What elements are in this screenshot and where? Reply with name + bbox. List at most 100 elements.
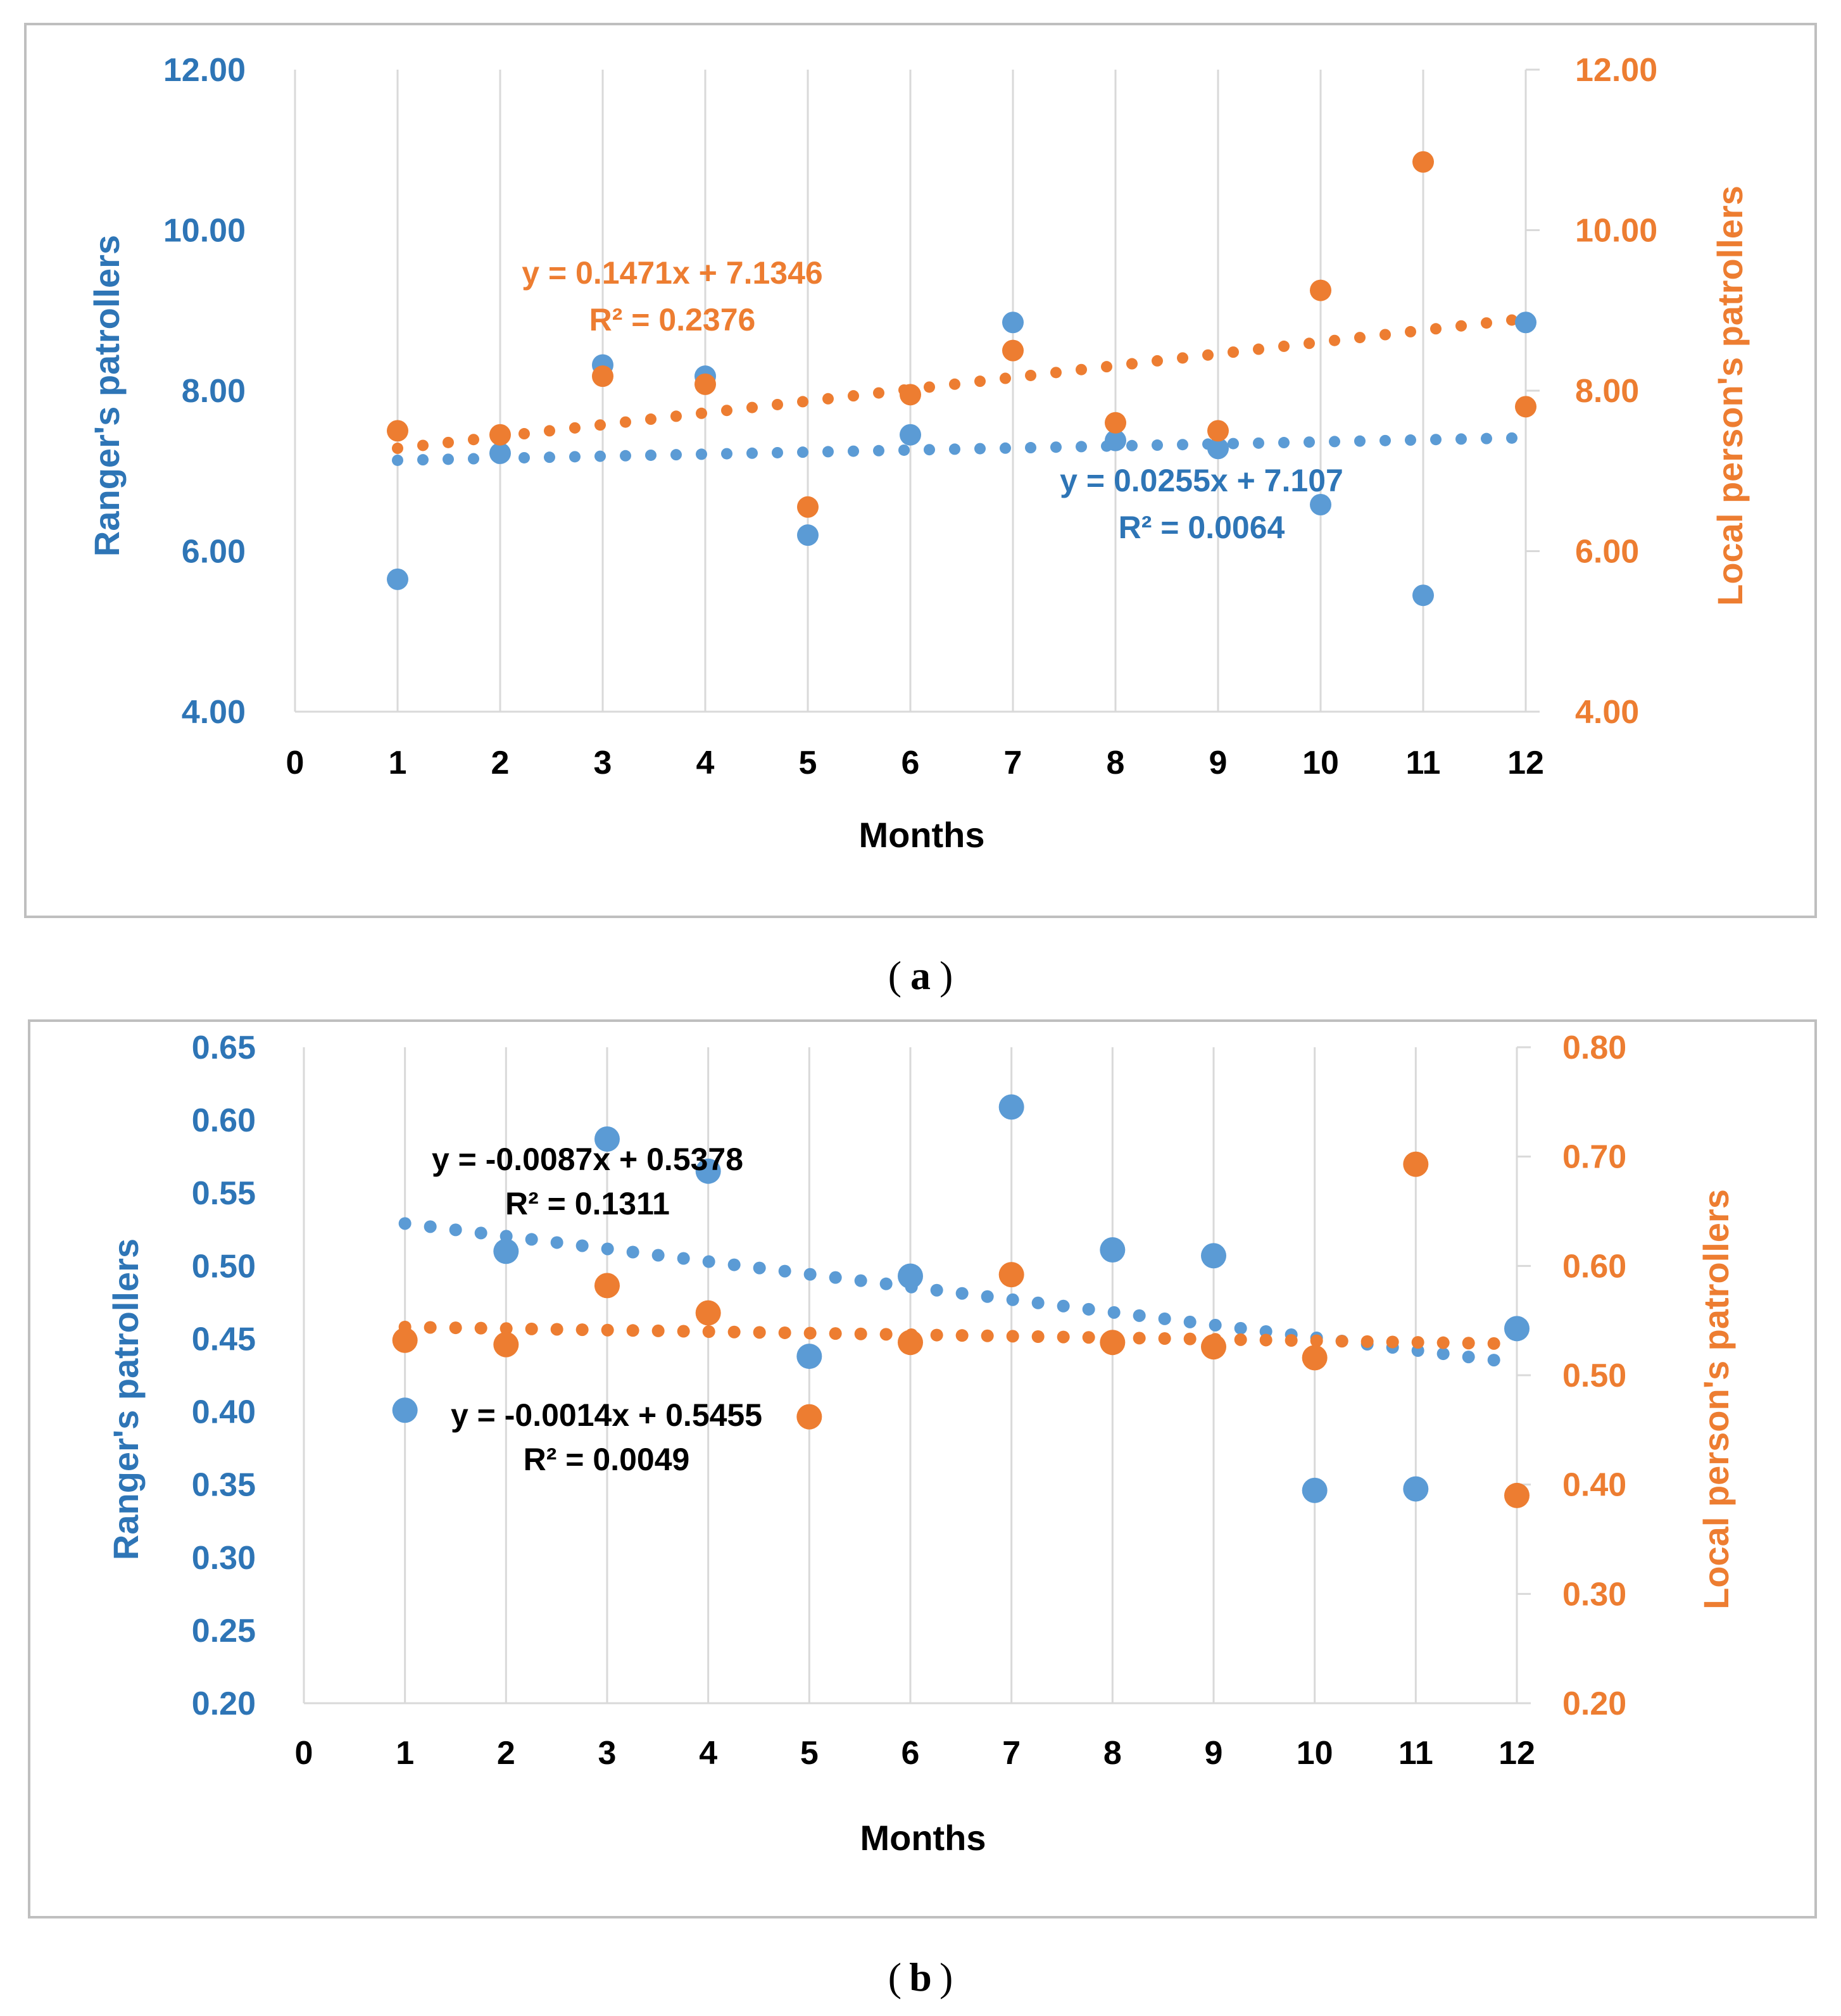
trendline-dot-blue — [746, 447, 758, 459]
trendline-dot-orange — [1133, 1332, 1146, 1345]
chart-b-gridlines — [303, 1046, 1531, 1704]
trendline-dot-blue — [398, 1217, 412, 1230]
chart-b-right-tick-label: 0.70 — [1562, 1139, 1626, 1176]
trendline-dot-orange — [417, 439, 429, 451]
trendline-dot-orange — [1304, 337, 1315, 350]
trendline-dot-orange — [1506, 314, 1517, 326]
data-point-orange-month-4 — [694, 373, 716, 395]
trendline-dot-blue — [474, 1226, 487, 1240]
chart-b-x-tick-label: 5 — [800, 1735, 819, 1772]
chart-a-right-tick-label: 4.00 — [1575, 694, 1639, 731]
caption-b: ( b ) — [888, 1955, 953, 2000]
data-point-blue-month-7 — [998, 1094, 1024, 1120]
chart-b-x-tick-label: 10 — [1297, 1735, 1333, 1772]
trendline-dot-blue — [1050, 441, 1062, 453]
chart-a-trendlines — [392, 314, 1517, 466]
trendline-dot-blue — [569, 451, 581, 463]
chart-b-left-tick-label: 0.40 — [192, 1394, 256, 1431]
trendline-dot-blue — [727, 1258, 741, 1271]
data-point-blue-month-7 — [1002, 312, 1024, 334]
trendline-dot-orange — [651, 1324, 665, 1337]
trendline-dot-orange — [1481, 317, 1492, 329]
data-point-blue-month-8 — [1105, 429, 1126, 451]
trendline-dot-blue — [594, 450, 606, 462]
data-point-blue-month-12 — [1504, 1316, 1530, 1342]
chart-a: 0 1 2 3 4 5 6 7 8 9 10 11 124.006.008.0010.0012.004.… — [24, 23, 1817, 918]
svg-text:(: ( — [888, 953, 902, 998]
trendline-dot-orange — [822, 393, 834, 405]
chart-b-blue-equation: y = -0.0087x + 0.5378 — [432, 1142, 743, 1177]
trendline-dot-blue — [879, 1277, 893, 1290]
trendline-dot-blue — [753, 1261, 766, 1275]
trendline-dot-blue — [822, 446, 834, 458]
trendline-dot-orange — [449, 1321, 462, 1335]
data-point-orange-month-7 — [1002, 339, 1024, 362]
trendline-dot-blue — [1006, 1293, 1019, 1306]
trendline-dot-orange — [955, 1329, 969, 1342]
chart-b-x-tick-label: 9 — [1205, 1735, 1223, 1772]
trendline-dot-orange — [468, 434, 479, 446]
trendline-dot-orange — [727, 1325, 741, 1339]
trendline-dot-blue — [1234, 1321, 1247, 1335]
trendline-dot-orange — [677, 1325, 690, 1338]
chart-b-x-tick-label: 11 — [1398, 1735, 1433, 1772]
trendline-dot-orange — [1082, 1331, 1095, 1344]
chart-a-left-tick-label: 10.00 — [163, 213, 246, 249]
chart-b-orange-equation: y = -0.0014x + 0.5455 — [451, 1397, 762, 1433]
data-point-orange-month-7 — [998, 1262, 1024, 1288]
trendline-dot-blue — [417, 454, 429, 466]
trendline-dot-orange — [1031, 1330, 1045, 1343]
trendline-dot-orange — [1000, 372, 1011, 384]
chart-b-tick-labels: 0 1 2 3 4 5 6 7 8 9 10 11 120.200.250.300.350.400.45… — [192, 1030, 1626, 1772]
chart-a-right-axis-title: Local person's patrollers — [1710, 186, 1750, 606]
trendline-dot-blue — [1082, 1302, 1095, 1316]
trendline-dot-orange — [778, 1326, 791, 1339]
trendline-dot-blue — [1000, 442, 1011, 454]
trendline-dot-blue — [981, 1290, 994, 1303]
trendline-dot-blue — [873, 444, 884, 457]
data-point-blue-month-2 — [493, 1238, 519, 1264]
data-point-blue-month-11 — [1412, 584, 1434, 607]
chart-b-right-tick-label: 0.20 — [1562, 1685, 1626, 1722]
trendline-dot-orange — [1379, 329, 1391, 341]
trendline-dot-orange — [974, 375, 986, 387]
trendline-dot-blue — [974, 443, 986, 455]
data-point-blue-month-2 — [489, 442, 511, 464]
chart-a-orange-r2: R² = 0.2376 — [589, 302, 756, 337]
trendline-dot-orange — [1076, 363, 1087, 375]
chart-b-left-tick-label: 0.65 — [192, 1030, 256, 1066]
data-point-orange-month-12 — [1504, 1482, 1530, 1508]
chart-a-x-tick-label: 6 — [902, 745, 920, 781]
trendline-dot-blue — [930, 1283, 943, 1297]
trendline-dot-blue — [392, 454, 403, 466]
data-point-orange-month-11 — [1412, 151, 1434, 173]
trendline-dot-orange — [753, 1326, 766, 1339]
trendline-dot-orange — [797, 396, 808, 408]
chart-a-left-tick-label: 6.00 — [182, 534, 246, 570]
chart-a-x-tick-label: 1 — [389, 745, 407, 781]
data-point-blue-month-9 — [1207, 438, 1229, 460]
trendline-dot-blue — [550, 1236, 563, 1249]
data-point-orange-month-8 — [1105, 412, 1126, 434]
chart-b-x-axis-title: Months — [860, 1818, 986, 1858]
caption-b-letter: b — [909, 1955, 932, 2000]
trendline-dot-blue — [1031, 1296, 1045, 1309]
trendline-dot-blue — [1177, 439, 1188, 451]
chart-a-right-tick-label: 12.00 — [1575, 52, 1657, 89]
trendline-dot-orange — [1057, 1330, 1070, 1344]
chart-a-x-axis-title: Months — [858, 815, 984, 855]
chart-b-x-tick-label: 1 — [396, 1735, 414, 1772]
trendline-dot-orange — [1050, 367, 1062, 379]
data-point-blue-month-6 — [900, 424, 921, 446]
trendline-dot-orange — [1158, 1332, 1171, 1345]
trendline-dot-orange — [1462, 1337, 1475, 1350]
data-point-orange-month-9 — [1201, 1334, 1226, 1360]
chart-b-x-tick-label: 6 — [902, 1735, 920, 1772]
trendline-dot-orange — [645, 413, 657, 425]
trendline-dot-orange — [620, 416, 631, 428]
chart-a-right-tick-label: 8.00 — [1575, 373, 1639, 410]
trendline-dot-orange — [1436, 1336, 1450, 1349]
data-point-blue-month-3 — [594, 1126, 620, 1152]
trendline-dot-blue — [1228, 438, 1239, 450]
trendline-dot-orange — [1455, 320, 1467, 332]
